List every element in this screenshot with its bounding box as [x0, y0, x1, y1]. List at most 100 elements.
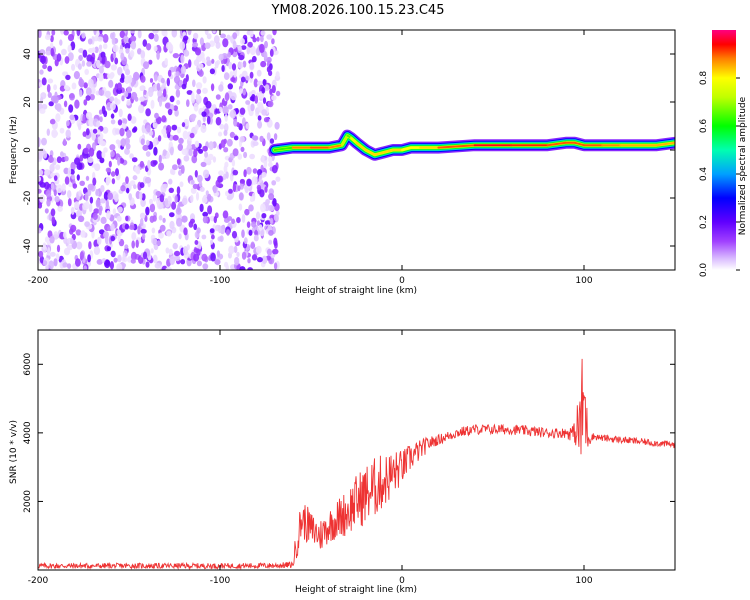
noise-speckle — [264, 40, 268, 49]
noise-speckle — [171, 201, 177, 210]
noise-speckle — [256, 80, 263, 86]
noise-speckle — [85, 95, 91, 101]
noise-speckle — [88, 241, 92, 250]
noise-speckle — [128, 225, 135, 230]
noise-speckle — [176, 126, 182, 134]
noise-speckle — [161, 30, 166, 36]
noise-speckle — [225, 264, 229, 270]
noise-speckle — [97, 129, 101, 135]
noise-speckle — [102, 43, 108, 50]
noise-speckle — [249, 71, 254, 79]
noise-speckle — [232, 32, 238, 40]
noise-speckle — [115, 168, 119, 177]
noise-speckle — [38, 250, 44, 258]
noise-speckle — [165, 247, 170, 254]
noise-speckle — [188, 148, 193, 157]
noise-speckle — [246, 221, 251, 228]
noise-speckle — [79, 180, 85, 186]
noise-speckle — [255, 211, 261, 220]
noise-speckle — [71, 174, 75, 180]
noise-speckle — [68, 104, 74, 113]
noise-speckle — [149, 78, 154, 83]
noise-speckle — [169, 255, 176, 265]
noise-speckle — [260, 203, 266, 213]
y-tick-label: -40 — [23, 238, 33, 253]
noise-speckle — [56, 244, 61, 253]
noise-speckle — [39, 69, 44, 75]
noise-speckle — [192, 183, 199, 189]
noise-speckle — [183, 35, 189, 41]
noise-speckle — [63, 138, 67, 146]
noise-speckle — [261, 213, 267, 219]
noise-speckle — [126, 129, 132, 139]
noise-speckle — [196, 88, 202, 95]
noise-speckle — [239, 136, 245, 143]
noise-speckle — [130, 258, 136, 264]
y-tick-label: 4000 — [23, 421, 33, 444]
snr-y-label: SNR (10 * v/v) — [9, 420, 19, 484]
noise-speckle — [107, 192, 114, 200]
noise-speckle — [196, 260, 202, 267]
noise-speckle — [124, 42, 131, 50]
noise-speckle — [112, 208, 117, 215]
noise-speckle — [165, 267, 172, 270]
noise-speckle — [217, 175, 223, 183]
noise-speckle — [130, 40, 137, 50]
noise-speckle — [210, 252, 216, 262]
noise-speckle — [169, 220, 175, 230]
noise-speckle — [157, 135, 162, 142]
noise-speckle — [244, 208, 250, 216]
noise-speckle — [85, 128, 90, 136]
noise-speckle — [222, 38, 229, 48]
noise-speckle — [152, 160, 158, 166]
noise-speckle — [195, 93, 200, 100]
noise-speckle — [226, 34, 231, 41]
noise-speckle — [81, 60, 86, 67]
noise-speckle — [100, 185, 105, 193]
noise-speckle — [149, 198, 153, 205]
noise-speckle — [202, 211, 209, 217]
noise-speckle — [219, 225, 226, 235]
noise-speckle — [239, 88, 244, 94]
noise-speckle — [161, 115, 167, 123]
noise-speckle — [243, 169, 247, 178]
noise-speckle — [164, 198, 169, 206]
noise-speckle — [139, 96, 146, 102]
noise-speckle — [110, 119, 116, 125]
noise-speckle — [98, 207, 102, 216]
noise-speckle — [199, 51, 205, 60]
noise-speckle — [173, 105, 179, 111]
noise-speckle — [88, 78, 94, 88]
noise-speckle — [152, 30, 159, 34]
noise-speckle — [201, 111, 207, 117]
noise-speckle — [167, 195, 172, 204]
noise-speckle — [109, 144, 116, 151]
noise-speckle — [237, 61, 244, 69]
snr-series-line — [38, 358, 675, 570]
noise-speckle — [142, 251, 148, 260]
noise-speckle — [41, 103, 48, 110]
noise-speckle — [162, 149, 167, 157]
x-tick-label: 0 — [399, 576, 405, 586]
noise-speckle — [172, 134, 179, 141]
noise-speckle — [67, 167, 72, 176]
noise-speckle — [99, 30, 103, 34]
noise-speckle — [223, 147, 229, 153]
noise-speckle — [207, 205, 213, 215]
noise-speckle — [265, 199, 270, 205]
noise-speckle — [50, 47, 55, 57]
noise-speckle — [218, 170, 224, 176]
noise-speckle — [258, 174, 263, 183]
noise-speckle — [76, 174, 80, 181]
noise-speckle — [198, 181, 203, 188]
noise-speckle — [263, 160, 268, 169]
noise-speckle — [190, 218, 195, 224]
noise-speckle — [273, 214, 279, 222]
noise-speckle — [52, 96, 59, 104]
noise-speckle — [198, 148, 204, 154]
noise-speckle — [64, 156, 69, 162]
noise-speckle — [84, 192, 89, 202]
noise-speckle — [256, 184, 262, 191]
noise-speckle — [156, 50, 160, 60]
